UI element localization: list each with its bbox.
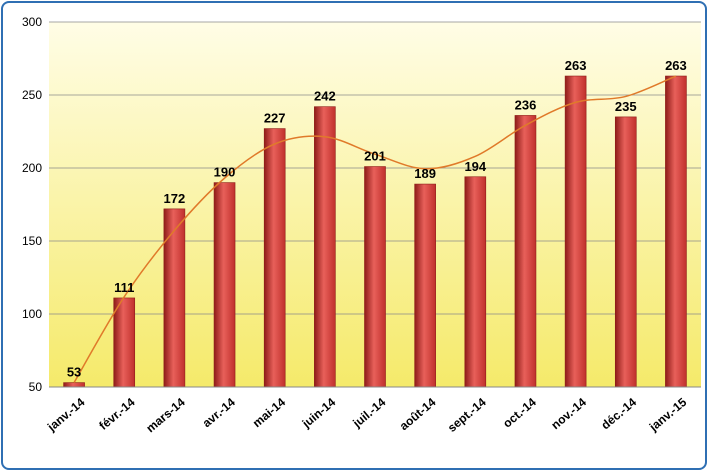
- data-label: 53: [67, 365, 81, 380]
- bar-janv.-14: [63, 382, 85, 388]
- bar-juil.-14: [364, 166, 386, 388]
- bars: [63, 75, 687, 388]
- data-label: 236: [515, 97, 537, 112]
- x-axis-ticks: janv.-14 févr.-14 mars-14 avr.-14 mai-14 juin…: [44, 395, 689, 436]
- y-tick-label: 50: [29, 380, 43, 394]
- x-tick-label: nov.-14: [548, 395, 589, 432]
- data-label: 263: [565, 58, 587, 73]
- x-tick-label: juil.-14: [349, 395, 388, 431]
- bar-mars-14: [163, 208, 186, 388]
- y-tick-label: 250: [22, 88, 42, 102]
- data-label: 190: [214, 165, 236, 180]
- trend-line: [73, 75, 677, 383]
- y-axis-ticks: 50 100 150 200 250 300: [22, 15, 42, 394]
- bar-janv.-15: [665, 75, 687, 388]
- bar-mai-14: [263, 128, 286, 388]
- chart-frame: 50 100 150 200 250 300 53 111 172 190 227 242 201 18…: [1, 1, 707, 470]
- x-tick-label: avr.-14: [200, 395, 238, 430]
- data-label: 194: [464, 159, 486, 174]
- data-label: 201: [364, 149, 386, 164]
- bar-août-14: [414, 183, 436, 388]
- x-tick-label: janv.-15: [646, 395, 690, 435]
- x-tick-label: sept.-14: [445, 395, 489, 435]
- bar-juin-14: [314, 106, 336, 388]
- x-tick-label: août-14: [397, 395, 439, 433]
- x-tick-label: févr.-14: [96, 395, 137, 433]
- x-tick-label: juin-14: [299, 395, 339, 431]
- bar-déc.-14: [614, 116, 637, 388]
- x-tick-label: mars-14: [143, 395, 188, 436]
- bar-chart: 50 100 150 200 250 300 53 111 172 190 227 242 201 18…: [22, 15, 701, 436]
- data-label: 189: [414, 166, 436, 181]
- data-label: 172: [164, 191, 186, 206]
- data-label: 111: [114, 280, 134, 295]
- data-label: 263: [665, 58, 687, 73]
- y-tick-label: 150: [22, 234, 42, 248]
- data-label: 242: [314, 89, 336, 104]
- x-tick-label: oct.-14: [500, 395, 539, 431]
- bar-nov.-14: [564, 75, 587, 388]
- data-label: 235: [615, 99, 637, 114]
- bar-oct.-14: [514, 115, 537, 388]
- bar-févr.-14: [113, 297, 136, 388]
- bar-avr.-14: [213, 182, 236, 388]
- x-tick-label: mai-14: [250, 395, 288, 430]
- data-label: 227: [264, 111, 286, 126]
- data-labels: 53 111 172 190 227 242 201 189 194 236 263 235 263: [67, 58, 687, 380]
- x-tick-label: janv.-14: [44, 395, 88, 435]
- y-tick-label: 300: [22, 15, 42, 29]
- bar-sept.-14: [464, 176, 487, 388]
- y-tick-label: 200: [22, 161, 42, 175]
- x-tick-label: déc.-14: [598, 395, 639, 433]
- y-tick-label: 100: [22, 307, 42, 321]
